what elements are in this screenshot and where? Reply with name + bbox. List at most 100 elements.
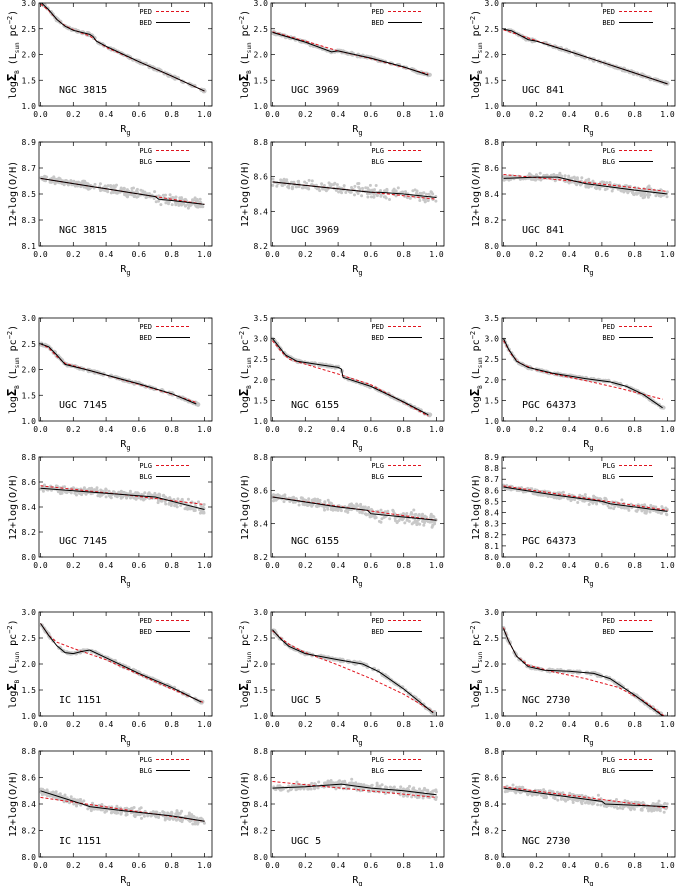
panel-2-plot-area <box>271 29 432 78</box>
y-tick-label: 8.1 <box>22 242 37 251</box>
data-point <box>365 513 368 517</box>
data-point <box>157 194 161 198</box>
data-point <box>198 203 201 207</box>
data-point <box>107 805 111 809</box>
data-point <box>140 493 144 496</box>
y-tick-label: 1.5 <box>485 396 500 405</box>
data-point <box>95 486 99 490</box>
panel-10-galaxy-name: UGC 7145 <box>59 536 107 547</box>
x-tick-label: 1.0 <box>660 250 675 259</box>
panel-14-series-bed <box>272 629 434 714</box>
panel-4-galaxy-name: NGC 3815 <box>59 225 107 236</box>
panel-3-x-axis-label: Rg <box>583 124 593 137</box>
data-point <box>422 523 426 527</box>
data-point <box>305 181 309 185</box>
x-tick-label: 0.2 <box>529 720 544 729</box>
data-point <box>158 495 162 498</box>
panel-11-frame <box>270 456 445 558</box>
panel-5-y-axis-label: 12+log(O/H) <box>240 161 251 227</box>
panel-1-x-axis-label: Rg <box>120 124 130 137</box>
data-point <box>112 490 115 494</box>
panel-17-y-axis-label: 12+log(O/H) <box>240 771 251 837</box>
panel-2-x-axis-label: Rg <box>352 124 362 137</box>
data-point <box>420 514 424 518</box>
x-tick-label: 0.8 <box>396 720 411 729</box>
data-point <box>316 786 320 790</box>
panel-2-series-bed <box>272 31 429 76</box>
y-tick-label: 3.0 <box>485 335 500 344</box>
data-point <box>332 182 336 186</box>
data-point <box>187 811 191 815</box>
panel-3-y-axis-label: logΣB(Lsun pc−2) <box>468 10 484 99</box>
panel-17: 0.0 0.2 0.4 0.6 0.8 1.08.08.28.48.68.8Rg12+lo… <box>240 747 445 886</box>
data-point <box>100 803 104 806</box>
y-tick-label: 8.0 <box>22 853 37 862</box>
data-point <box>76 184 80 188</box>
data-point <box>93 182 97 186</box>
legend-entry-label: BLG <box>139 158 152 166</box>
panel-5-frame <box>270 141 445 247</box>
data-point <box>271 183 275 187</box>
data-point <box>502 178 506 182</box>
data-point <box>310 781 314 785</box>
data-point <box>175 809 179 813</box>
panel-4-x-axis-label: Rg <box>120 264 130 277</box>
data-point <box>155 494 159 497</box>
x-tick-label: 0.4 <box>331 861 346 870</box>
data-point <box>201 505 205 509</box>
data-point <box>48 180 52 184</box>
data-point <box>310 498 314 502</box>
x-tick-label: 0.4 <box>562 561 577 570</box>
data-point <box>367 506 371 509</box>
data-point <box>168 817 172 821</box>
data-point <box>180 809 184 813</box>
data-point <box>369 509 373 513</box>
data-point <box>624 188 627 192</box>
y-tick-label: 2.5 <box>22 340 37 349</box>
data-point <box>314 500 318 503</box>
panel-6-x-axis-label: Rg <box>583 264 593 277</box>
data-point <box>654 505 658 509</box>
y-tick-label: 8.6 <box>485 486 500 495</box>
legend-entry-label: BLG <box>371 158 384 166</box>
data-point <box>605 181 609 185</box>
y-tick-label: 2.5 <box>254 25 269 34</box>
panel-3-data-points <box>506 28 670 86</box>
data-point <box>318 189 322 193</box>
data-point <box>166 201 170 204</box>
data-point <box>383 189 387 193</box>
legend-entry-label: BED <box>139 334 152 342</box>
data-point <box>295 780 299 784</box>
panel-4-data-points <box>39 174 205 210</box>
legend-entry-label: PLG <box>139 756 152 764</box>
data-point <box>114 191 118 195</box>
panel-9-y-axis-label: logΣB(Lsun pc−2) <box>468 325 484 414</box>
data-point <box>170 203 174 207</box>
data-point <box>142 498 145 502</box>
data-point <box>350 777 354 781</box>
data-point <box>187 815 191 819</box>
data-point <box>96 494 100 498</box>
x-tick-label: 0.8 <box>396 861 411 870</box>
panel-6-series-blg <box>503 176 668 195</box>
data-point <box>405 512 409 515</box>
data-point <box>345 787 349 791</box>
y-tick-label: 2.0 <box>22 51 37 60</box>
panel-18: 0.0 0.2 0.4 0.6 0.8 1.08.08.28.48.68.8Rg12+lo… <box>471 747 676 886</box>
legend-entry-label: PLG <box>602 147 615 155</box>
data-point <box>338 779 342 783</box>
x-tick-label: 0.6 <box>132 861 147 870</box>
data-point <box>414 512 418 516</box>
data-point <box>132 814 136 817</box>
legend-entry-label: PED <box>139 323 152 331</box>
x-tick-label: 0.2 <box>298 861 313 870</box>
y-tick-label: 1.0 <box>22 712 37 721</box>
data-point <box>424 519 428 523</box>
data-point <box>313 497 317 501</box>
x-tick-label: 0.0 <box>496 250 511 259</box>
x-tick-label: 0.2 <box>529 110 544 119</box>
data-point <box>63 793 67 797</box>
y-tick-label: 8.4 <box>485 190 500 199</box>
